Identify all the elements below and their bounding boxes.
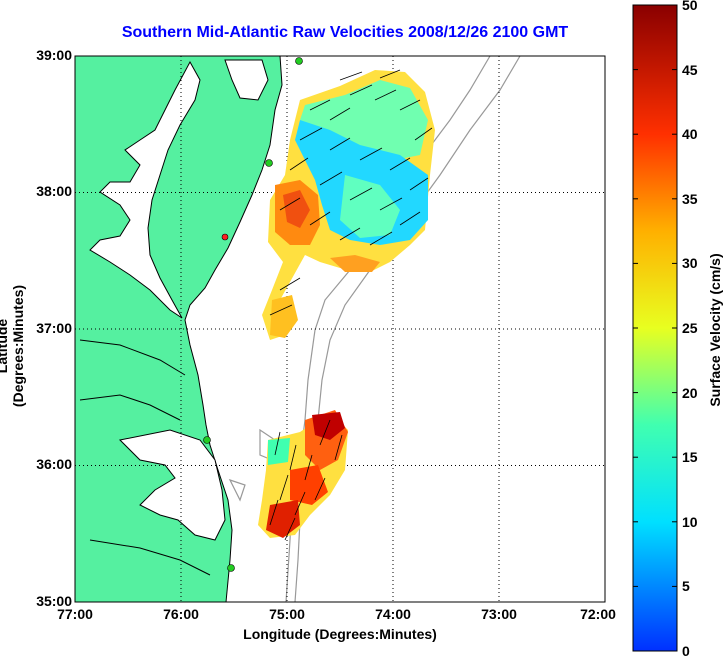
colorbar-tick-label: 15 [682,449,698,465]
colorbar-ticks [633,4,677,587]
x-tick-label: 73:00 [481,606,517,622]
x-tick-label: 75:00 [269,606,305,622]
y-tick-label: 35:00 [36,593,72,609]
station-inactive [221,233,229,241]
colorbar-tick-label: 50 [682,0,698,13]
colorbar-tick-label: 25 [682,320,698,336]
colorbar-tick-label: 35 [682,191,698,207]
colorbar-tick-label: 30 [682,255,698,271]
y-tick-label: 39:00 [36,47,72,63]
colorbar-tick-label: 40 [682,126,698,142]
velocity-field-south [258,410,348,538]
pamlico-sound [118,429,226,541]
chesapeake-bay [89,60,201,319]
x-tick-label: 76:00 [163,606,199,622]
colorbar-tick-label: 5 [682,578,690,594]
y-tick-label: 36:00 [36,456,72,472]
colorbar-tick-label: 20 [682,385,698,401]
colorbar-tick-label: 0 [682,643,690,659]
colorbar-tick-label: 10 [682,514,698,530]
colorbar [632,4,678,652]
x-tick-label: 74:00 [375,606,411,622]
x-tick-label: 77:00 [57,606,93,622]
y-tick-label: 38:00 [36,183,72,199]
radar-stations [203,57,303,572]
map-title: Southern Mid-Atlantic Raw Velocities 200… [121,24,569,41]
plot-frame [74,55,606,603]
river-inlet [79,339,211,576]
delaware-bay [224,59,269,101]
colorbar-label: Surface Velocity (cm/s) [707,253,723,407]
velocity-arrows [269,69,433,541]
x-tick-label: 72:00 [580,606,616,622]
y-axis-label: Latitude (Degrees:Minutes) [0,284,26,408]
colorbar-tick-label: 45 [682,62,698,78]
y-tick-label: 37:00 [36,320,72,336]
x-axis-label: Longitude (Degrees:Minutes) [243,626,437,642]
